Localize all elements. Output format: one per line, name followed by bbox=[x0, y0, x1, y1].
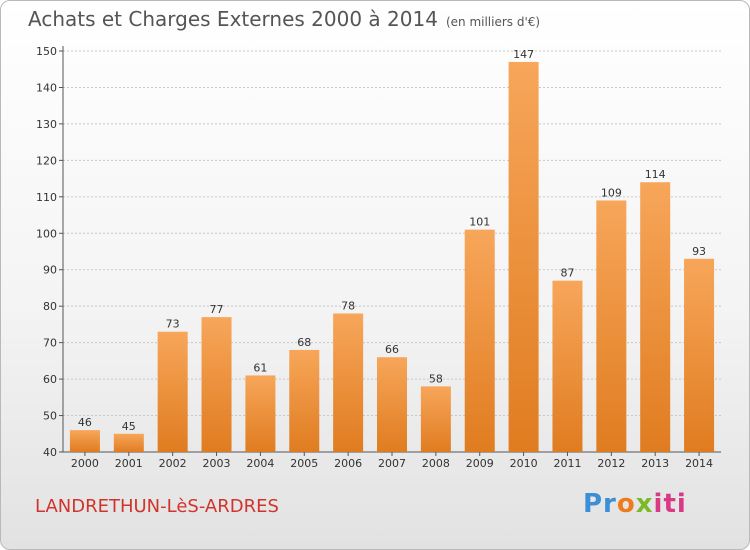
x-tick-label-2009: 2009 bbox=[466, 457, 494, 470]
y-tick-label: 40 bbox=[43, 446, 57, 459]
x-tick-label-2014: 2014 bbox=[685, 457, 713, 470]
bar-2002 bbox=[157, 331, 188, 452]
data-label-2012: 109 bbox=[601, 186, 622, 199]
data-label-2010: 147 bbox=[513, 48, 534, 61]
y-tick-label: 60 bbox=[43, 373, 57, 386]
bar-2005 bbox=[289, 349, 320, 452]
data-label-2003: 77 bbox=[210, 303, 224, 316]
data-label-2002: 73 bbox=[166, 318, 180, 331]
data-label-2001: 45 bbox=[122, 420, 136, 433]
bar-2003 bbox=[201, 317, 232, 452]
y-tick-label: 130 bbox=[36, 118, 57, 131]
y-tick-label: 100 bbox=[36, 227, 57, 240]
proxiti-logo[interactable]: Proxiti bbox=[583, 489, 687, 519]
logo-part-2: o bbox=[616, 489, 636, 519]
data-label-2008: 58 bbox=[429, 372, 443, 385]
logo-part-4: iti bbox=[653, 489, 687, 519]
data-label-2009: 101 bbox=[469, 216, 490, 229]
y-tick-label: 70 bbox=[43, 337, 57, 350]
bar-2012 bbox=[596, 200, 627, 452]
bar-2010 bbox=[508, 61, 539, 452]
bar-2013 bbox=[640, 182, 671, 452]
x-tick-label-2001: 2001 bbox=[115, 457, 143, 470]
x-tick-label-2000: 2000 bbox=[71, 457, 99, 470]
data-label-2011: 87 bbox=[560, 267, 574, 280]
bar-2007 bbox=[377, 357, 407, 452]
data-labels: 46 45 73 77 61 68 78 66 58 101 147 87 109 114 93 bbox=[78, 48, 706, 433]
data-label-2004: 61 bbox=[253, 361, 267, 374]
chart-unit: (en milliers d'€) bbox=[445, 15, 541, 29]
data-label-2014: 93 bbox=[692, 245, 706, 258]
y-tick-label: 90 bbox=[43, 264, 57, 277]
bar-2008 bbox=[420, 386, 451, 452]
logo-part-3: x bbox=[635, 489, 654, 519]
commune-name: LANDRETHUN-LèS-ARDRES bbox=[35, 496, 279, 517]
logo-part-1: Pr bbox=[583, 489, 617, 519]
x-tick-label-2004: 2004 bbox=[246, 457, 274, 470]
y-tick-label: 120 bbox=[36, 154, 57, 167]
x-tick-label-2002: 2002 bbox=[159, 457, 187, 470]
bars bbox=[69, 61, 715, 452]
bar-2009 bbox=[464, 229, 495, 452]
data-label-2007: 66 bbox=[385, 343, 399, 356]
y-tick-label: 140 bbox=[36, 81, 57, 94]
y-tick-label: 50 bbox=[43, 410, 57, 423]
bar-2011 bbox=[552, 280, 583, 452]
data-label-2005: 68 bbox=[297, 336, 311, 349]
bar-2000 bbox=[69, 430, 100, 452]
y-tick-label: 150 bbox=[36, 45, 57, 58]
chart-title: Achats et Charges Externes 2000 à 2014 (e… bbox=[28, 7, 541, 31]
data-label-2006: 78 bbox=[341, 299, 355, 312]
bar-2001 bbox=[113, 433, 144, 452]
x-tick-label-2006: 2006 bbox=[334, 457, 362, 470]
y-tick-label: 110 bbox=[36, 191, 57, 204]
x-tick-label-2010: 2010 bbox=[510, 457, 538, 470]
bar-2006 bbox=[333, 313, 364, 452]
x-tick-label-2013: 2013 bbox=[641, 457, 669, 470]
data-label-2013: 114 bbox=[645, 168, 666, 181]
x-tick-label-2003: 2003 bbox=[203, 457, 231, 470]
bar-2014 bbox=[684, 258, 715, 452]
x-tick-label-2012: 2012 bbox=[597, 457, 625, 470]
x-tick-label-2008: 2008 bbox=[422, 457, 450, 470]
bar-2004 bbox=[245, 375, 276, 452]
x-tick-label-2005: 2005 bbox=[290, 457, 318, 470]
x-tick-label-2011: 2011 bbox=[553, 457, 581, 470]
x-tick-label-2007: 2007 bbox=[378, 457, 406, 470]
data-label-2000: 46 bbox=[78, 416, 92, 429]
y-tick-label: 80 bbox=[43, 300, 57, 313]
